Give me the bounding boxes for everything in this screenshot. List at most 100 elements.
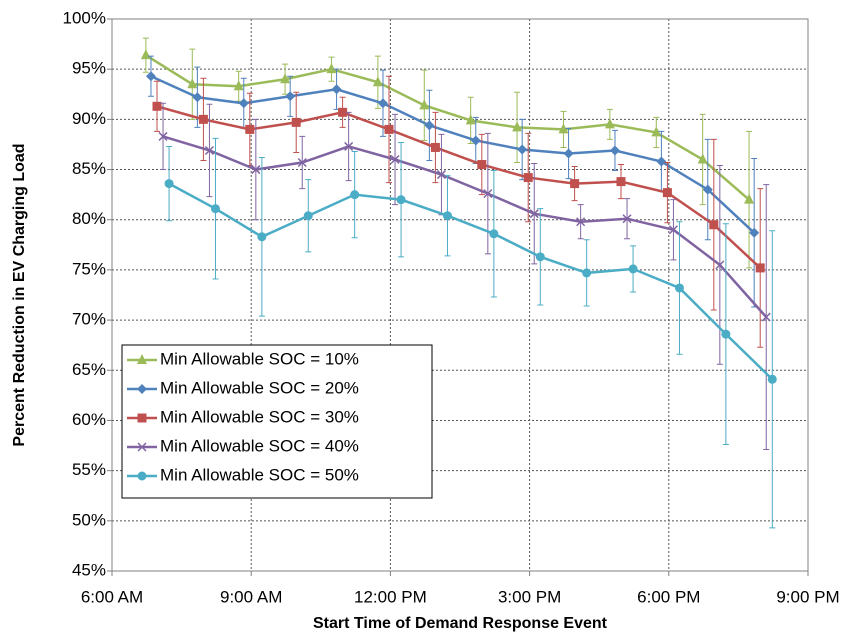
- marker: [198, 114, 208, 124]
- marker: [285, 91, 296, 102]
- marker: [210, 204, 220, 214]
- x-axis-title: Start Time of Demand Response Event: [313, 615, 608, 632]
- legend-box: [121, 344, 433, 499]
- marker: [137, 471, 147, 481]
- marker: [744, 193, 755, 204]
- marker: [442, 211, 452, 221]
- marker: [326, 63, 337, 74]
- y-tick-label: 100%: [63, 8, 106, 27]
- marker: [137, 442, 147, 452]
- marker: [430, 142, 440, 152]
- legend-label: Min Allowable SOC = 40%: [160, 436, 359, 455]
- legend: Min Allowable SOC = 10% Min Allowable SOC…: [121, 344, 433, 499]
- marker: [517, 144, 528, 155]
- marker: [674, 283, 684, 293]
- marker: [570, 179, 580, 189]
- marker: [656, 156, 667, 167]
- marker: [158, 131, 168, 141]
- marker: [338, 107, 348, 117]
- marker: [152, 101, 162, 111]
- marker: [512, 121, 523, 132]
- y-tick-label: 85%: [72, 159, 106, 178]
- marker: [702, 184, 713, 195]
- legend-label: Min Allowable SOC = 50%: [160, 465, 359, 484]
- marker: [331, 84, 342, 95]
- marker: [616, 177, 626, 187]
- y-tick-label: 65%: [72, 360, 106, 379]
- series-line: [168, 182, 774, 381]
- y-tick-label: 50%: [72, 510, 106, 529]
- x-tick-label: 9:00 AM: [220, 587, 282, 606]
- marker: [251, 165, 261, 175]
- marker: [604, 118, 615, 129]
- marker: [662, 188, 672, 198]
- marker: [384, 124, 394, 134]
- marker: [280, 73, 291, 84]
- marker: [558, 123, 569, 134]
- marker: [609, 145, 620, 156]
- marker: [204, 145, 214, 156]
- marker: [483, 189, 493, 199]
- marker: [576, 217, 586, 227]
- marker: [668, 225, 678, 235]
- marker: [291, 117, 301, 127]
- y-tick-label: 55%: [72, 460, 106, 479]
- marker: [767, 374, 777, 384]
- marker: [715, 260, 725, 270]
- marker: [721, 329, 731, 339]
- marker: [396, 195, 406, 205]
- legend-label: Min Allowable SOC = 30%: [160, 407, 359, 426]
- marker: [749, 227, 760, 238]
- marker: [372, 76, 383, 87]
- marker: [761, 312, 771, 322]
- marker: [390, 154, 400, 165]
- marker: [419, 99, 430, 110]
- marker: [755, 263, 765, 273]
- y-tick-label: 90%: [72, 109, 106, 128]
- marker: [377, 98, 388, 109]
- marker: [238, 98, 249, 109]
- marker: [465, 114, 476, 125]
- x-tick-label: 3:00 PM: [498, 587, 561, 606]
- series-line: [156, 105, 762, 269]
- x-tick-label: 12:00 PM: [354, 587, 427, 606]
- x-tick-label: 6:00 PM: [637, 587, 700, 606]
- marker: [489, 229, 499, 239]
- y-tick-label: 95%: [72, 59, 106, 78]
- marker: [137, 354, 147, 364]
- marker: [257, 232, 267, 242]
- series-line: [145, 54, 750, 201]
- marker: [350, 190, 360, 200]
- marker: [651, 126, 662, 137]
- series-line: [162, 135, 768, 318]
- y-tick-label: 75%: [72, 259, 106, 278]
- marker: [563, 148, 574, 159]
- plot-frame: [111, 18, 809, 572]
- marker: [187, 78, 198, 89]
- marker: [529, 209, 539, 219]
- marker: [137, 384, 147, 394]
- marker: [709, 220, 719, 230]
- marker: [164, 179, 174, 189]
- marker: [137, 413, 147, 423]
- x-tick-label: 9:00 PM: [776, 587, 839, 606]
- y-tick-label: 70%: [72, 310, 106, 329]
- marker: [535, 252, 545, 262]
- marker: [303, 211, 313, 221]
- marker: [297, 157, 307, 168]
- legend-label: Min Allowable SOC = 10%: [160, 349, 359, 368]
- marker: [145, 71, 156, 82]
- marker: [523, 173, 533, 183]
- y-tick-label: 80%: [72, 209, 106, 228]
- marker: [622, 214, 632, 224]
- marker: [628, 264, 638, 274]
- marker: [436, 170, 446, 180]
- marker: [192, 92, 203, 103]
- marker: [477, 160, 487, 170]
- marker: [233, 80, 244, 91]
- legend-label: Min Allowable SOC = 20%: [160, 378, 359, 397]
- marker: [424, 120, 435, 131]
- marker: [697, 153, 708, 164]
